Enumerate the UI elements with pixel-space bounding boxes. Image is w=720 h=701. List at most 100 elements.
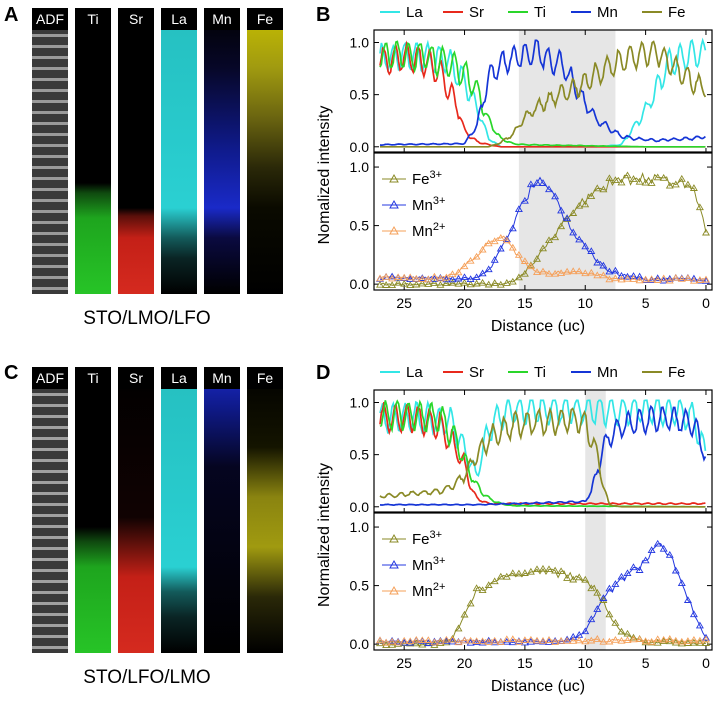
data-point-mn2 [460,636,469,644]
data-point-fe3 [575,573,584,581]
data-point-fe3 [659,637,668,645]
data-point-mn2 [436,637,445,645]
strip-label: ADF [32,8,68,30]
legend-label-fe3: Fe3+ [412,529,442,548]
data-point-mn2 [466,256,475,264]
plot-frame-bot [373,152,713,291]
data-point-mn2 [551,638,560,645]
legend-marker-mn2 [389,585,399,595]
chart-b: 0.0 0.5 1.0 0.0 0.5 1.0 25 20 15 10 5 0 La Sr Ti Mn F… [316,4,713,335]
data-point-fe3 [695,639,704,646]
data-point-fe3 [611,176,620,184]
data-point-mn2 [659,635,668,643]
data-point-mn2 [677,275,686,282]
data-point-fe3 [611,619,620,626]
data-point-mn3 [683,596,692,603]
strip-adf: ADF [32,367,68,653]
data-point-mn3 [448,637,457,645]
data-point-mn3 [551,637,560,644]
data-point-mn3 [587,247,596,254]
strip-label: Sr [118,8,154,30]
data-point-fe3 [490,577,499,585]
data-point-mn3 [526,637,535,645]
data-point-mn2 [599,637,608,645]
data-point-mn3 [587,615,596,623]
data-point-fe3 [653,173,662,181]
data-point-mn2 [382,273,391,280]
data-point-fe3 [563,574,572,581]
data-point-mn2 [520,636,529,644]
data-point-mn3 [581,627,590,635]
data-point-fe3 [605,610,614,618]
data-point-fe3 [478,278,487,286]
data-point-fe3 [484,280,493,288]
y-tick-label: 1.0 [350,35,370,51]
data-point-fe3 [533,565,541,573]
data-point-mn2 [605,275,614,283]
x-tick-label: 10 [577,655,593,671]
data-point-fe3 [605,174,614,182]
data-point-mn2 [454,268,463,276]
data-point-fe3 [575,201,584,209]
x-tick-label: 0 [702,295,710,311]
x-tick-label: 20 [457,295,473,311]
data-point-mn2 [611,274,620,282]
data-point-mn2 [442,635,451,643]
data-point-mn3 [496,244,505,252]
panel-label-b: B [316,4,331,26]
y-tick-label: 0.0 [350,139,370,155]
data-point-mn3 [659,276,668,284]
data-point-mn3 [599,261,608,269]
data-point-fe3 [472,279,481,287]
data-point-mn2 [388,637,397,645]
data-point-mn3 [659,544,668,552]
legend-label-mn: Mn [597,4,618,21]
strip-mn: Mn [204,367,240,653]
data-point-mn2 [376,636,384,644]
legend-label-mn2: Mn2+ [412,581,445,600]
data-point-fe3 [593,184,602,192]
data-point-mn3 [514,205,523,213]
data-point-fe3 [442,279,451,287]
data-point-mn2 [460,262,469,270]
data-point-mn2 [400,636,409,644]
legend-marker-mn3 [389,559,399,569]
series-line-ti [379,399,706,508]
legend-label-fe: Fe [668,4,686,21]
strip-mn: Mn [204,8,240,294]
data-point-mn3 [406,638,415,646]
series-line-mn [379,39,706,146]
data-point-mn3 [653,274,662,282]
data-point-mn3 [418,274,427,281]
data-point-mn2 [671,273,680,281]
data-point-mn2 [430,638,439,646]
data-point-mn3 [563,635,572,643]
data-point-mn3 [472,273,481,281]
data-point-fe3 [683,639,692,646]
data-point-mn2 [545,269,553,277]
data-point-mn2 [514,637,523,645]
data-point-mn3 [617,271,626,279]
data-point-mn3 [611,580,620,587]
x-tick-label: 5 [642,295,650,311]
data-point-mn2 [563,267,572,275]
data-point-mn3 [388,272,397,280]
data-point-mn2 [382,638,391,646]
strip-fe: Fe [247,367,283,653]
panel-label-d: D [316,362,331,384]
data-point-mn2 [671,636,680,644]
data-point-mn3 [605,584,614,592]
strip-la: La [161,367,197,653]
data-point-mn2 [526,262,535,270]
data-point-mn2 [653,276,662,283]
data-point-fe3 [557,567,566,575]
strip-label: Mn [204,367,240,389]
data-point-mn2 [702,635,710,643]
y-tick-label: 0.0 [350,276,370,292]
data-point-mn2 [551,269,560,277]
strip-la: La [161,8,197,294]
data-point-mn2 [695,636,704,644]
data-point-mn2 [424,636,433,643]
data-point-mn2 [683,637,692,644]
data-point-mn3 [400,638,409,646]
